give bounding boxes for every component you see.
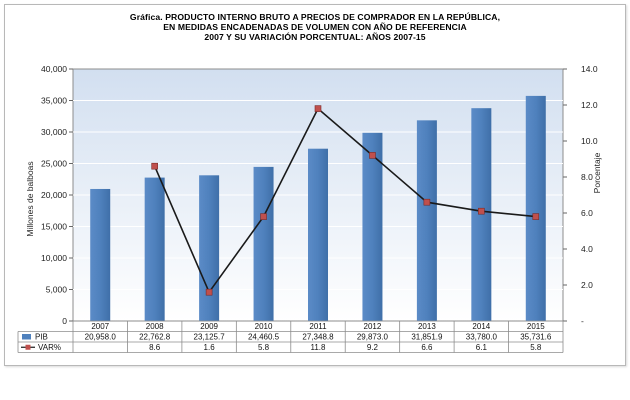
y2-tick-label: 6.0	[581, 208, 593, 218]
line-var	[153, 107, 536, 294]
data-label-pib: 33,780.0	[466, 333, 498, 342]
legend-key-var-marker	[25, 344, 31, 350]
x-tick-label: 2010	[255, 322, 273, 331]
chart-title-line-2: EN MEDIDAS ENCADENADAS DE VOLUMEN CON AÑ…	[163, 22, 467, 32]
x-tick-label: 2007	[91, 322, 109, 331]
y-tick-label: 30,000	[41, 127, 67, 137]
point-var	[423, 198, 431, 206]
legend-key-pib	[22, 334, 31, 340]
data-label-var: 5.8	[530, 343, 542, 352]
y-tick-label: 35,000	[41, 96, 67, 106]
y2-tick-label: 2.0	[581, 280, 593, 290]
bar-pib	[362, 132, 383, 321]
y2-tick-label: -	[581, 316, 584, 326]
point-var	[260, 213, 267, 220]
x-tick-label: 2009	[200, 322, 218, 331]
bar-pib	[199, 175, 220, 321]
y-tick-label: 15,000	[41, 222, 67, 232]
data-label-pib: 20,958.0	[85, 333, 117, 342]
bar-pib	[471, 108, 492, 321]
point-var	[369, 152, 376, 159]
data-label-pib: 22,762.8	[139, 333, 171, 342]
bar-pib	[416, 120, 437, 321]
y2-tick-label: 12.0	[581, 100, 598, 110]
legend-label-var: VAR%	[38, 343, 61, 352]
bar-pib	[253, 166, 274, 321]
data-label-var: 6.6	[421, 343, 433, 352]
bar-pib	[308, 148, 328, 321]
point-var	[151, 162, 158, 170]
data-label-var: 6.1	[476, 343, 488, 352]
data-label-pib: 35,731.6	[520, 333, 552, 342]
y2-tick-label: 4.0	[581, 244, 593, 254]
chart-title-line-1: Gráfica. PRODUCTO INTERNO BRUTO A PRECIO…	[129, 12, 501, 22]
chart-title: Gráfica. PRODUCTO INTERNO BRUTO A PRECIO…	[0, 12, 630, 42]
x-tick-label: 2011	[309, 322, 327, 331]
y2-axis-title: Porcentaje	[592, 152, 602, 193]
y-tick-label: 5,000	[46, 285, 68, 295]
data-label-var: 9.2	[367, 343, 379, 352]
y-tick-label: 20,000	[41, 190, 67, 200]
point-var	[478, 207, 485, 215]
data-label-pib: 31,851.9	[411, 333, 443, 342]
y-tick-label: 25,000	[41, 159, 67, 169]
y2-tick-label: 8.0	[581, 172, 593, 182]
bar-pib	[525, 95, 546, 321]
x-tick-label: 2014	[472, 322, 490, 331]
data-label-pib: 24,460.5	[248, 333, 280, 342]
y-tick-label: 40,000	[41, 64, 67, 74]
x-tick-label: 2012	[364, 322, 382, 331]
data-label-pib: 29,873.0	[357, 333, 389, 342]
y2-tick-label: 10.0	[581, 136, 598, 146]
data-label-var: 1.6	[204, 343, 216, 352]
data-label-pib: 27,348.8	[302, 333, 334, 342]
x-tick-label: 2013	[418, 322, 436, 331]
x-tick-label: 2015	[527, 322, 545, 331]
bar-pib	[90, 188, 111, 321]
data-label-pib: 23,125.7	[194, 333, 226, 342]
y-tick-label: 0	[62, 316, 67, 326]
y2-tick-label: 14.0	[581, 64, 598, 74]
x-tick-label: 2008	[146, 322, 164, 331]
data-label-var: 11.8	[311, 343, 327, 352]
legend-label-pib: PIB	[35, 333, 48, 342]
data-label-var: 5.8	[258, 343, 270, 352]
y-axis-title: Millones de balboas	[25, 161, 35, 236]
point-var	[314, 105, 322, 112]
bar-pib	[144, 177, 165, 321]
data-label-var: 8.6	[149, 343, 161, 352]
point-var	[532, 213, 540, 220]
point-var	[205, 288, 213, 296]
chart-title-line-3: 2007 Y SU VARIACIÓN PORCENTUAL: AÑOS 200…	[204, 32, 426, 42]
y-tick-label: 10,000	[41, 253, 67, 263]
